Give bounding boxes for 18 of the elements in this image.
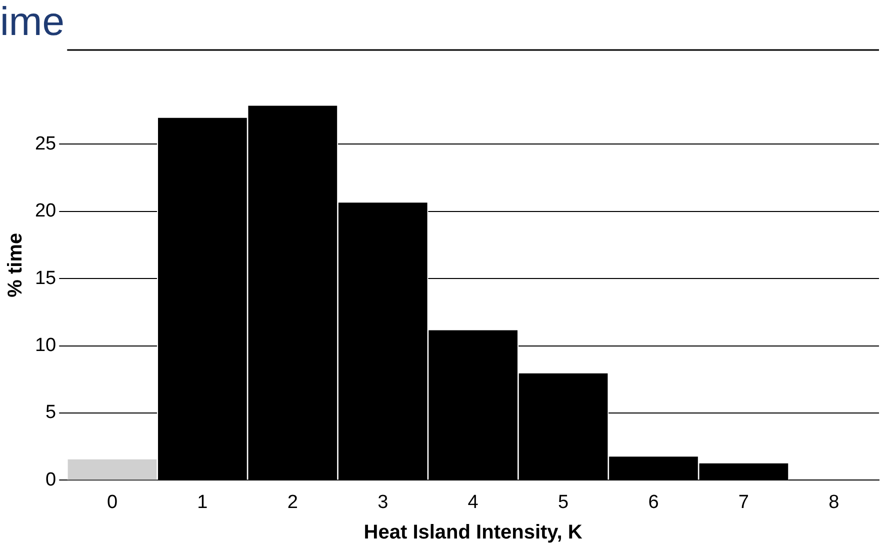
- x-tick-label: 7: [738, 492, 749, 513]
- x-tick-label: 0: [106, 492, 118, 513]
- x-tick-label: 2: [287, 492, 298, 513]
- chart-title: ime: [0, 0, 64, 44]
- x-axis-title: Heat Island Intensity, K: [364, 522, 583, 544]
- x-tick-label: 8: [828, 492, 840, 513]
- y-tick-label: 15: [34, 268, 56, 289]
- y-tick-label: 10: [34, 334, 56, 356]
- y-tick-label: 20: [34, 200, 56, 222]
- x-tick-label: 5: [558, 492, 569, 513]
- x-tick-label: 4: [468, 492, 479, 513]
- x-tick-label: 3: [378, 492, 388, 513]
- y-tick-label: 5: [46, 402, 56, 424]
- y-tick-label: 25: [34, 133, 56, 154]
- y-axis-title: % time: [4, 232, 27, 298]
- y-tick-label: 0: [46, 469, 56, 490]
- x-tick-label: 1: [197, 492, 208, 513]
- x-tick-label: 6: [648, 492, 659, 513]
